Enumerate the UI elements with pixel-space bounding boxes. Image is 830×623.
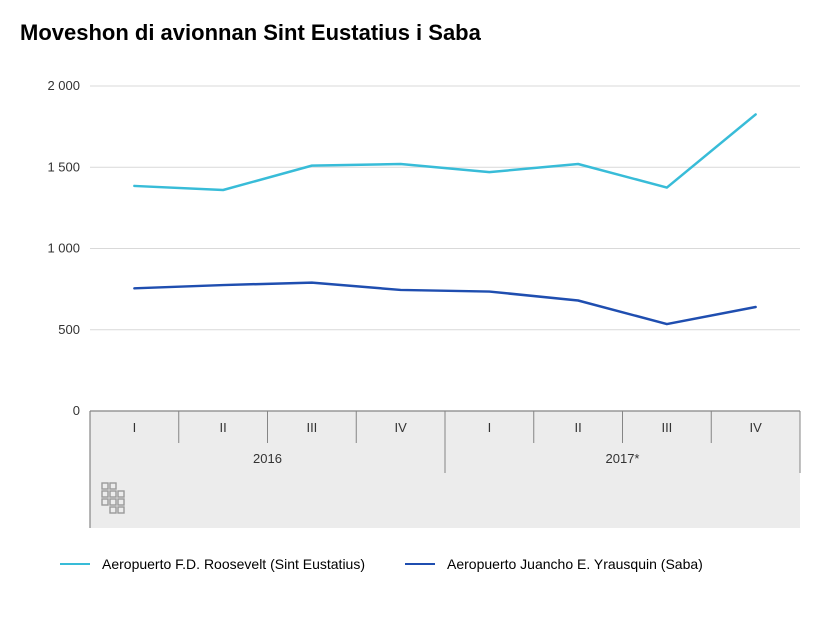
svg-text:1 500: 1 500 [47, 159, 80, 174]
chart-title: Moveshon di avionnan Sint Eustatius i Sa… [20, 20, 810, 46]
legend: Aeropuerto F.D. Roosevelt (Sint Eustatiu… [20, 556, 810, 572]
svg-text:IV: IV [749, 420, 762, 435]
svg-text:I: I [133, 420, 137, 435]
line-chart: 05001 0001 5002 000IIIIIIIVIIIIIIIV20162… [20, 66, 810, 536]
svg-text:II: II [575, 420, 582, 435]
chart-container: 05001 0001 5002 000IIIIIIIVIIIIIIIV20162… [20, 66, 810, 536]
svg-text:II: II [220, 420, 227, 435]
svg-text:2 000: 2 000 [47, 78, 80, 93]
svg-text:III: III [661, 420, 672, 435]
svg-text:1 000: 1 000 [47, 241, 80, 256]
legend-item: Aeropuerto F.D. Roosevelt (Sint Eustatiu… [60, 556, 365, 572]
svg-text:2016: 2016 [253, 451, 282, 466]
svg-text:III: III [306, 420, 317, 435]
svg-text:0: 0 [73, 403, 80, 418]
svg-text:I: I [488, 420, 492, 435]
legend-swatch [405, 563, 435, 565]
legend-swatch [60, 563, 90, 565]
legend-label: Aeropuerto Juancho E. Yrausquin (Saba) [447, 556, 703, 572]
legend-label: Aeropuerto F.D. Roosevelt (Sint Eustatiu… [102, 556, 365, 572]
svg-text:2017*: 2017* [606, 451, 640, 466]
svg-text:500: 500 [58, 322, 80, 337]
legend-item: Aeropuerto Juancho E. Yrausquin (Saba) [405, 556, 703, 572]
svg-text:IV: IV [394, 420, 407, 435]
